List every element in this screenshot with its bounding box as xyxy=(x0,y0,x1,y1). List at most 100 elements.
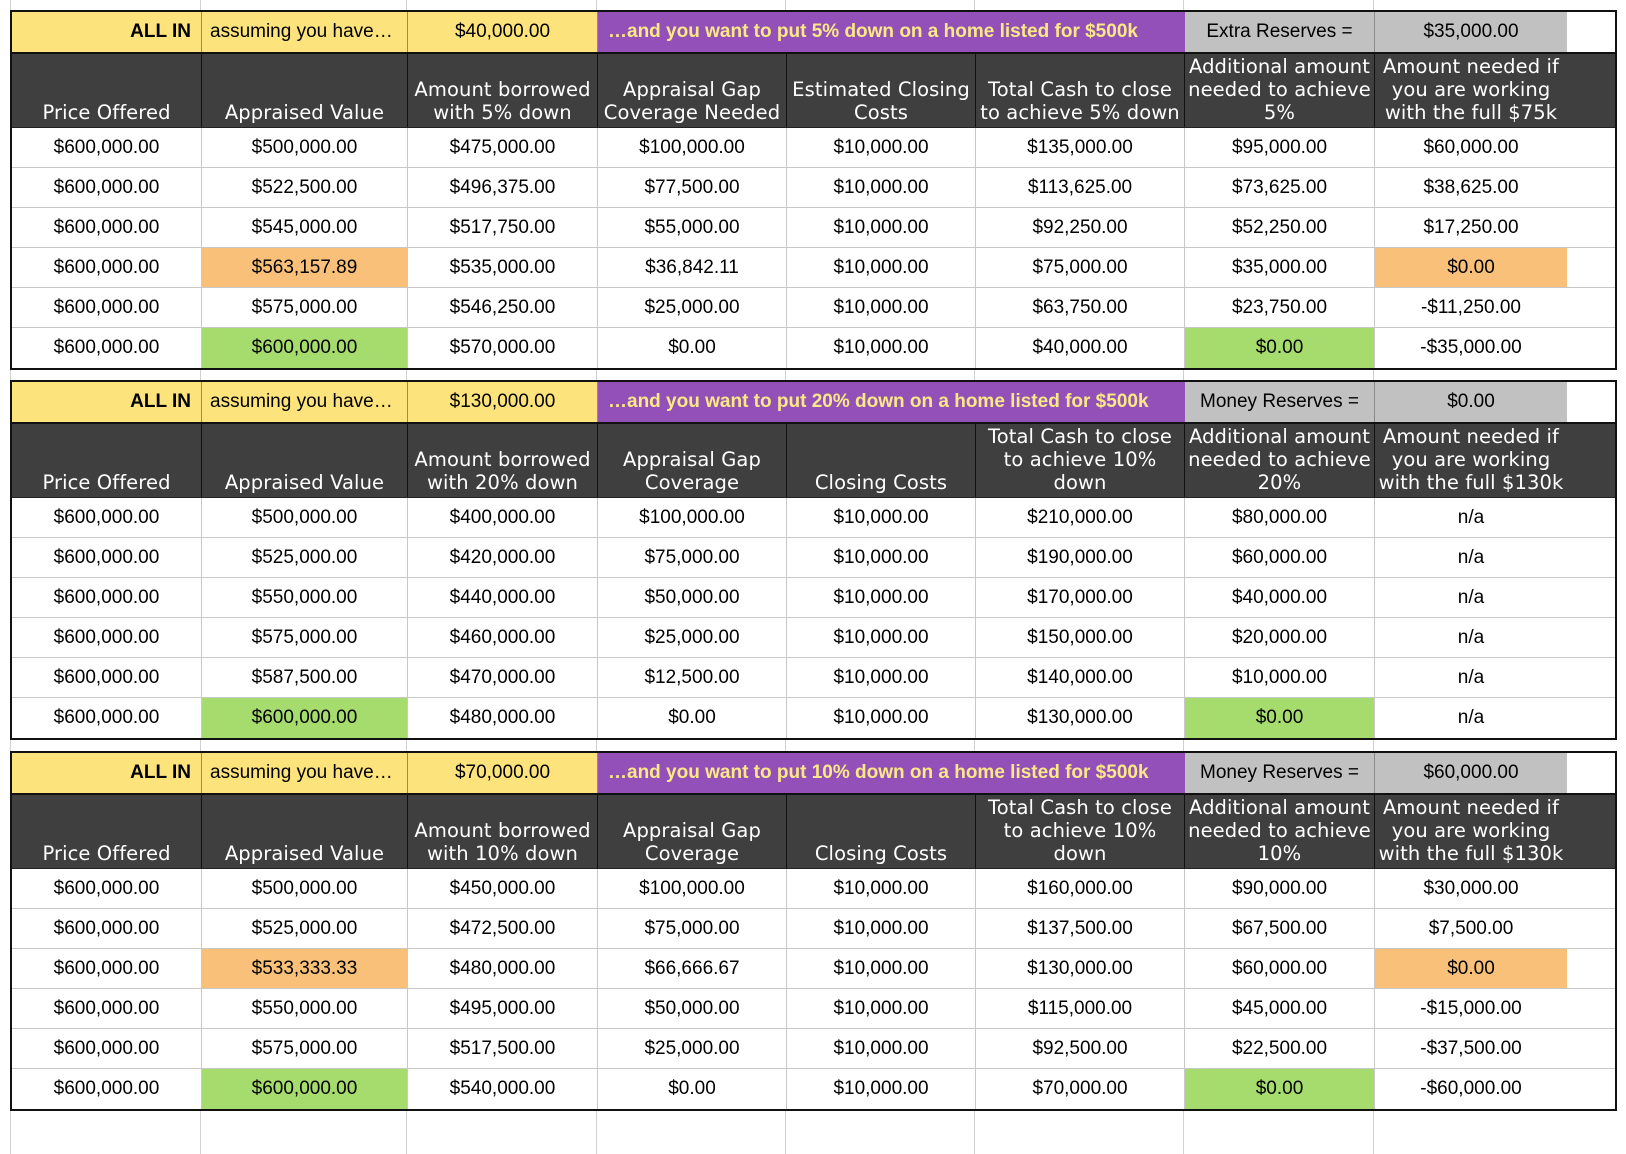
cell-appraisal-gap[interactable]: $50,000.00 xyxy=(598,989,787,1028)
cell-additional-amount-needed[interactable]: $23,750.00 xyxy=(1185,288,1375,327)
header-closing-costs[interactable]: Closing Costs xyxy=(787,795,976,868)
reserves-value[interactable]: $0.00 xyxy=(1375,382,1567,422)
cell-total-cash-to-close[interactable]: $137,500.00 xyxy=(976,909,1185,948)
cell-amount-borrowed[interactable]: $475,000.00 xyxy=(408,128,598,167)
cell-appraised-value[interactable]: $550,000.00 xyxy=(202,989,408,1028)
cell-closing-costs[interactable]: $10,000.00 xyxy=(787,208,976,247)
cell-closing-costs[interactable]: $10,000.00 xyxy=(787,328,976,368)
cell-additional-amount-needed[interactable]: $45,000.00 xyxy=(1185,989,1375,1028)
cell-additional-amount-needed[interactable]: $95,000.00 xyxy=(1185,128,1375,167)
cell-closing-costs[interactable]: $10,000.00 xyxy=(787,949,976,988)
cell-appraisal-gap[interactable]: $100,000.00 xyxy=(598,498,787,537)
all-in-label[interactable]: ALL IN xyxy=(12,12,202,52)
cell-total-cash-to-close[interactable]: $170,000.00 xyxy=(976,578,1185,617)
cell-appraisal-gap[interactable]: $25,000.00 xyxy=(598,1029,787,1068)
reserves-label[interactable]: Extra Reserves = xyxy=(1185,12,1375,52)
cell-additional-amount-needed[interactable]: $60,000.00 xyxy=(1185,949,1375,988)
cell-total-cash-to-close[interactable]: $75,000.00 xyxy=(976,248,1185,287)
header-appraised-value[interactable]: Appraised Value xyxy=(202,424,408,497)
cell-price-offered[interactable]: $600,000.00 xyxy=(12,618,202,657)
cell-amount-borrowed[interactable]: $540,000.00 xyxy=(408,1069,598,1109)
cell-additional-amount-needed[interactable]: $60,000.00 xyxy=(1185,538,1375,577)
cell-amount-needed-full[interactable]: $38,625.00 xyxy=(1423,176,1519,198)
header-total-cash-to-close[interactable]: Total Cash to close to achieve 5% down xyxy=(976,54,1185,127)
cell-appraisal-gap[interactable]: $25,000.00 xyxy=(598,618,787,657)
cell-amount-borrowed[interactable]: $400,000.00 xyxy=(408,498,598,537)
cell-price-offered[interactable]: $600,000.00 xyxy=(12,1069,202,1109)
reserves-value[interactable]: $60,000.00 xyxy=(1375,753,1567,793)
cell-closing-costs[interactable]: $10,000.00 xyxy=(787,128,976,167)
cell-appraisal-gap[interactable]: $12,500.00 xyxy=(598,658,787,697)
cell-amount-needed-full[interactable]: $30,000.00 xyxy=(1423,877,1519,899)
cell-price-offered[interactable]: $600,000.00 xyxy=(12,578,202,617)
cell-appraised-value[interactable]: $600,000.00 xyxy=(202,328,408,368)
cell-appraised-value[interactable]: $563,157.89 xyxy=(202,248,408,287)
header-appraisal-gap[interactable]: Appraisal Gap Coverage Needed xyxy=(598,54,787,127)
cell-amount-borrowed[interactable]: $460,000.00 xyxy=(408,618,598,657)
header-price-offered[interactable]: Price Offered xyxy=(12,54,202,127)
cell-amount-borrowed[interactable]: $517,750.00 xyxy=(408,208,598,247)
cell-closing-costs[interactable]: $10,000.00 xyxy=(787,658,976,697)
cell-closing-costs[interactable]: $10,000.00 xyxy=(787,288,976,327)
cell-amount-needed-full[interactable]: -$15,000.00 xyxy=(1420,997,1522,1019)
cell-appraisal-gap[interactable]: $77,500.00 xyxy=(598,168,787,207)
cell-closing-costs[interactable]: $10,000.00 xyxy=(787,168,976,207)
header-amount-borrowed[interactable]: Amount borrowed with 5% down xyxy=(408,54,598,127)
cell-amount-borrowed[interactable]: $440,000.00 xyxy=(408,578,598,617)
reserves-label[interactable]: Money Reserves = xyxy=(1185,382,1375,422)
cell-additional-amount-needed[interactable]: $10,000.00 xyxy=(1185,658,1375,697)
cell-closing-costs[interactable]: $10,000.00 xyxy=(787,248,976,287)
assuming-label[interactable]: assuming you have… xyxy=(202,382,408,422)
cell-closing-costs[interactable]: $10,000.00 xyxy=(787,498,976,537)
cell-amount-borrowed[interactable]: $546,250.00 xyxy=(408,288,598,327)
cell-total-cash-to-close[interactable]: $135,000.00 xyxy=(976,128,1185,167)
cell-appraised-value[interactable]: $522,500.00 xyxy=(202,168,408,207)
cell-appraised-value[interactable]: $575,000.00 xyxy=(202,288,408,327)
cell-total-cash-to-close[interactable]: $115,000.00 xyxy=(976,989,1185,1028)
cell-amount-borrowed[interactable]: $470,000.00 xyxy=(408,658,598,697)
header-price-offered[interactable]: Price Offered xyxy=(12,424,202,497)
cell-appraisal-gap[interactable]: $66,666.67 xyxy=(598,949,787,988)
cell-appraised-value[interactable]: $550,000.00 xyxy=(202,578,408,617)
assuming-label[interactable]: assuming you have… xyxy=(202,12,408,52)
scenario-description[interactable]: …and you want to put 10% down on a home … xyxy=(598,753,1185,793)
cell-appraisal-gap[interactable]: $100,000.00 xyxy=(598,869,787,908)
cell-appraisal-gap[interactable]: $25,000.00 xyxy=(598,288,787,327)
cell-amount-needed-full[interactable]: -$60,000.00 xyxy=(1420,1078,1522,1099)
cell-closing-costs[interactable]: $10,000.00 xyxy=(787,538,976,577)
cell-price-offered[interactable]: $600,000.00 xyxy=(12,949,202,988)
cell-appraisal-gap[interactable]: $75,000.00 xyxy=(598,538,787,577)
cell-amount-needed-full[interactable]: -$11,250.00 xyxy=(1420,296,1521,318)
header-amount-borrowed[interactable]: Amount borrowed with 10% down xyxy=(408,795,598,868)
header-closing-costs[interactable]: Closing Costs xyxy=(787,424,976,497)
cell-total-cash-to-close[interactable]: $63,750.00 xyxy=(976,288,1185,327)
all-in-label[interactable]: ALL IN xyxy=(12,753,202,793)
cell-amount-needed-full[interactable]: -$35,000.00 xyxy=(1420,337,1522,358)
cell-amount-needed-full[interactable]: $60,000.00 xyxy=(1423,136,1519,158)
cell-amount-needed-full[interactable]: n/a xyxy=(1457,666,1485,688)
cell-additional-amount-needed[interactable]: $22,500.00 xyxy=(1185,1029,1375,1068)
cell-appraised-value[interactable]: $600,000.00 xyxy=(202,1069,408,1109)
cell-appraised-value[interactable]: $575,000.00 xyxy=(202,618,408,657)
cell-closing-costs[interactable]: $10,000.00 xyxy=(787,1029,976,1068)
cell-price-offered[interactable]: $600,000.00 xyxy=(12,909,202,948)
cell-closing-costs[interactable]: $10,000.00 xyxy=(787,869,976,908)
cell-total-cash-to-close[interactable]: $160,000.00 xyxy=(976,869,1185,908)
cell-amount-needed-full[interactable]: $0.00 xyxy=(1375,949,1567,988)
cell-total-cash-to-close[interactable]: $40,000.00 xyxy=(976,328,1185,368)
cell-price-offered[interactable]: $600,000.00 xyxy=(12,328,202,368)
cell-total-cash-to-close[interactable]: $130,000.00 xyxy=(976,949,1185,988)
cell-price-offered[interactable]: $600,000.00 xyxy=(12,1029,202,1068)
cell-amount-needed-full[interactable]: $17,250.00 xyxy=(1423,216,1519,238)
cell-appraisal-gap[interactable]: $75,000.00 xyxy=(598,909,787,948)
cell-amount-needed-full[interactable]: n/a xyxy=(1457,586,1485,608)
cell-amount-borrowed[interactable]: $496,375.00 xyxy=(408,168,598,207)
cell-additional-amount-needed[interactable]: $35,000.00 xyxy=(1185,248,1375,287)
cell-appraised-value[interactable]: $600,000.00 xyxy=(202,698,408,738)
cell-total-cash-to-close[interactable]: $92,500.00 xyxy=(976,1029,1185,1068)
cell-price-offered[interactable]: $600,000.00 xyxy=(12,989,202,1028)
cell-additional-amount-needed[interactable]: $0.00 xyxy=(1185,698,1375,738)
cash-available-amount[interactable]: $130,000.00 xyxy=(408,382,598,422)
header-total-cash-to-close[interactable]: Total Cash to close to achieve 10% down xyxy=(976,795,1185,868)
header-closing-costs[interactable]: Estimated Closing Costs xyxy=(787,54,976,127)
